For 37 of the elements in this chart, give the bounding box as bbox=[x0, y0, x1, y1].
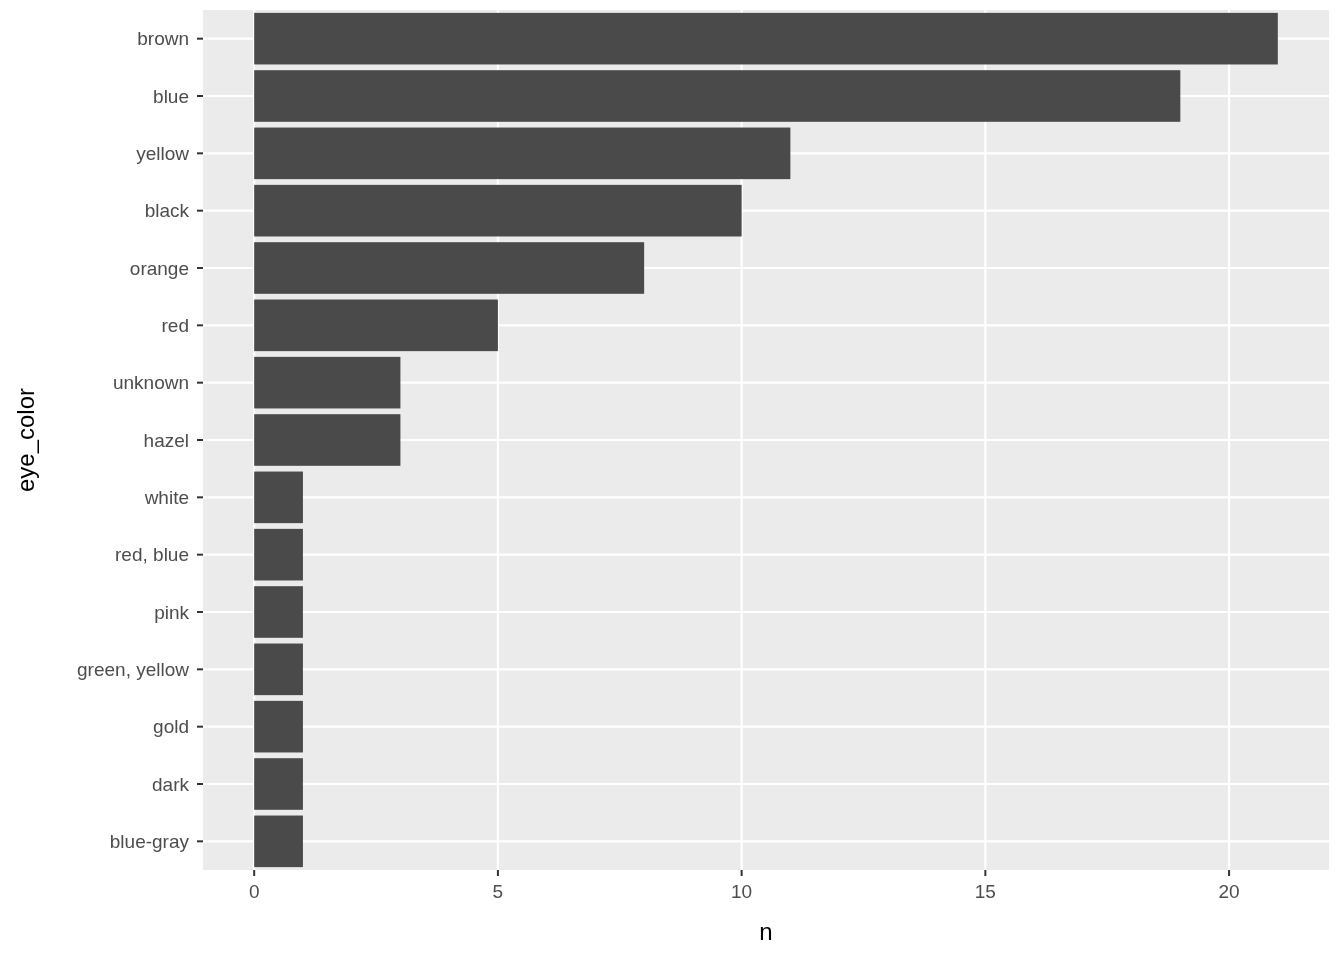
bar bbox=[254, 700, 303, 753]
y-tick-label: red, blue bbox=[115, 544, 189, 566]
bar bbox=[254, 12, 1278, 65]
bar bbox=[254, 815, 303, 868]
bar bbox=[254, 356, 401, 409]
y-tick-label: brown bbox=[137, 28, 189, 50]
bar bbox=[254, 242, 645, 294]
bar bbox=[254, 471, 303, 524]
y-tick-label: gold bbox=[153, 716, 189, 738]
bar bbox=[254, 184, 742, 237]
x-tick-label: 5 bbox=[492, 881, 504, 902]
bar bbox=[254, 586, 303, 638]
bar bbox=[254, 70, 1181, 122]
y-tick-label: blue bbox=[153, 85, 189, 107]
x-tick-label: 10 bbox=[731, 881, 753, 902]
y-tick-label: orange bbox=[129, 257, 189, 279]
x-tick-label: 0 bbox=[248, 881, 260, 902]
y-tick-label: pink bbox=[154, 601, 190, 623]
bar bbox=[254, 299, 498, 352]
y-tick-label: black bbox=[144, 200, 190, 222]
y-tick-label: dark bbox=[152, 773, 190, 795]
bar bbox=[254, 127, 791, 180]
y-tick-label: red bbox=[161, 314, 189, 336]
y-axis-title: eye_color bbox=[12, 387, 39, 493]
bar bbox=[254, 758, 303, 810]
y-tick-label: green, yellow bbox=[77, 658, 190, 680]
x-axis-title: n bbox=[759, 918, 773, 945]
y-tick-label: white bbox=[143, 486, 189, 508]
bar bbox=[254, 414, 401, 466]
bar bbox=[254, 643, 303, 696]
y-tick-label: yellow bbox=[136, 142, 190, 164]
y-tick-label: hazel bbox=[143, 429, 189, 451]
bar bbox=[254, 528, 303, 581]
x-tick-label: 20 bbox=[1218, 881, 1240, 902]
x-tick-label: 15 bbox=[974, 881, 996, 902]
y-tick-label: blue-gray bbox=[109, 830, 190, 852]
y-tick-label: unknown bbox=[112, 372, 189, 394]
